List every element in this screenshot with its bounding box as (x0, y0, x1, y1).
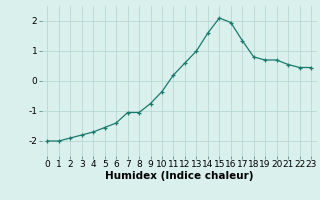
X-axis label: Humidex (Indice chaleur): Humidex (Indice chaleur) (105, 171, 253, 181)
